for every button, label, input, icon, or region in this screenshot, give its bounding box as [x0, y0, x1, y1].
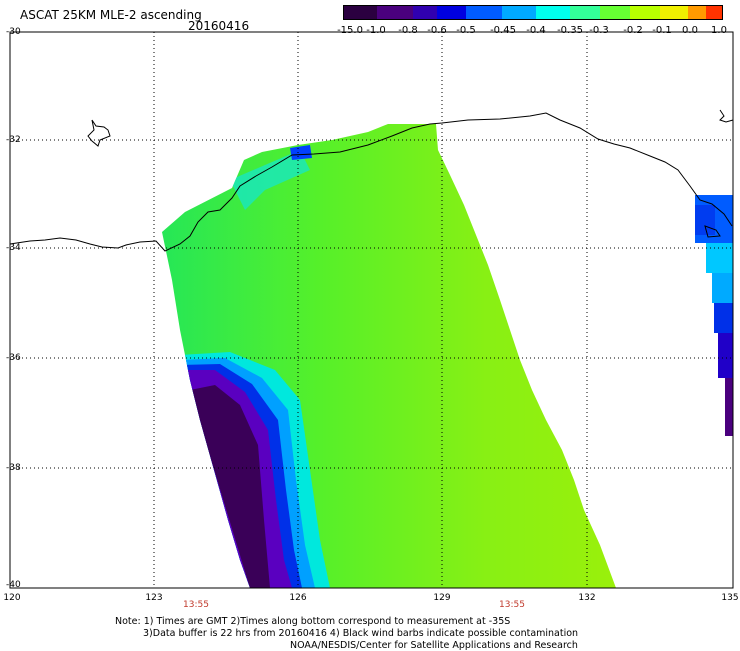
colorbar-label: -0.35	[557, 25, 583, 36]
colorbar-segment	[570, 5, 600, 20]
map-frame	[9, 31, 734, 589]
colorbar-label: 1.0	[711, 25, 727, 36]
lat-label: -36	[6, 353, 21, 363]
colorbar-label: -0.45	[490, 25, 516, 36]
colorbar-label: -1.0	[366, 25, 386, 36]
colorbar-segment	[630, 5, 660, 20]
lat-label: -38	[6, 463, 21, 473]
swath-left	[162, 124, 616, 588]
colorbar-segment	[600, 5, 630, 20]
lon-label: 135	[721, 593, 739, 603]
colorbar-segment	[437, 5, 466, 20]
note-line-1: Note: 1) Times are GMT 2)Times along bot…	[115, 616, 511, 627]
colorbar-label: -0.4	[526, 25, 546, 36]
colorbar-segment	[706, 5, 723, 20]
colorbar-segment	[377, 5, 413, 20]
lon-label: 126	[289, 593, 307, 603]
lon-label: 132	[578, 593, 596, 603]
map-date: 20160416	[188, 19, 250, 33]
colorbar-segment	[688, 5, 706, 20]
lat-label: -32	[6, 135, 21, 145]
colorbar-label: -0.6	[427, 25, 447, 36]
colorbar-segment	[343, 5, 377, 20]
colorbar-segment	[536, 5, 570, 20]
note-line-2: 3)Data buffer is 22 hrs from 20160416 4)…	[143, 628, 579, 639]
lon-label: 123	[145, 593, 163, 603]
colorbar-label: -0.3	[589, 25, 609, 36]
map-title: ASCAT 25KM MLE-2 ascending	[20, 8, 202, 22]
swath-right	[695, 195, 733, 436]
time-label: 13:55	[183, 600, 209, 610]
colorbar-label: -15.0	[337, 25, 363, 36]
note-line-3: NOAA/NESDIS/Center for Satellite Applica…	[290, 640, 578, 651]
colorbar-segment	[660, 5, 688, 20]
colorbar-segment	[413, 5, 437, 20]
colorbar-segment	[466, 5, 502, 20]
coastline	[9, 109, 734, 252]
graticule	[10, 32, 733, 588]
lat-label: -34	[6, 243, 21, 253]
colorbar-label: 0.0	[682, 25, 698, 36]
lon-label: 129	[433, 593, 451, 603]
colorbar-label: -0.8	[398, 25, 418, 36]
colorbar-label: -0.5	[456, 25, 476, 36]
time-label: 13:55	[499, 600, 525, 610]
colorbar-label: -0.1	[652, 25, 672, 36]
lat-label: -40	[6, 580, 21, 590]
colorbar-segment	[502, 5, 536, 20]
colorbar-label: -0.2	[623, 25, 643, 36]
lat-label: -30	[6, 27, 21, 37]
lon-label: 120	[3, 593, 21, 603]
